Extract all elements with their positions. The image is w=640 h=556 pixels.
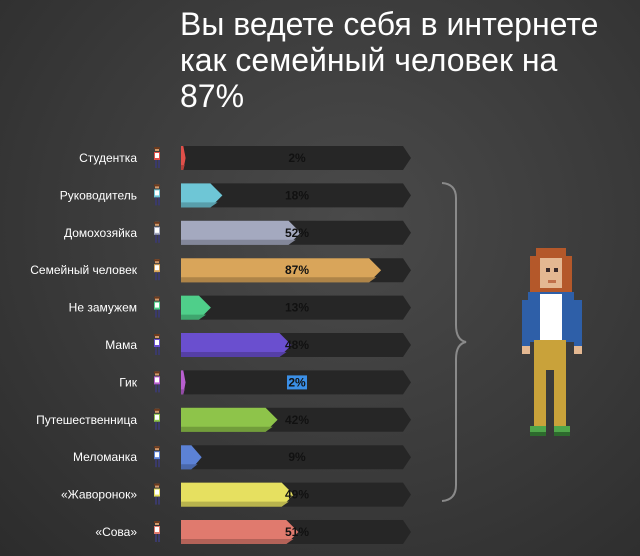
category-label: «Сова» <box>95 525 137 539</box>
bar-row: Мама 48% <box>105 333 411 357</box>
person-icon <box>154 483 160 505</box>
bar <box>181 333 292 357</box>
family-person-figure <box>522 248 582 436</box>
bar-track <box>181 183 411 208</box>
bar <box>181 520 299 544</box>
bar <box>181 482 294 507</box>
group-bracket <box>441 182 467 502</box>
page-title: Вы ведете себя в интернете как семейный … <box>180 6 599 114</box>
bar <box>181 146 186 170</box>
person-icon <box>154 446 160 468</box>
bar-track <box>181 445 411 470</box>
category-label: Семейный человек <box>30 263 138 277</box>
category-label: Гик <box>119 375 138 389</box>
bar-row: Путешественница 42% <box>36 407 411 432</box>
value-label: 18% <box>285 188 309 202</box>
bar <box>181 370 186 395</box>
person-icon <box>154 371 160 393</box>
bar-row: «Сова» 51% <box>95 520 411 544</box>
bar <box>181 445 202 470</box>
value-label: 9% <box>288 450 306 464</box>
person-icon <box>154 221 160 243</box>
value-label: 52% <box>285 226 309 240</box>
bar-row: «Жаворонок» 49% <box>61 482 411 507</box>
bar-row: Студентка 2% <box>79 146 411 170</box>
bar-row: Меломанка 9% <box>73 445 411 470</box>
category-label: «Жаворонок» <box>61 488 137 502</box>
category-label: Меломанка <box>73 450 137 464</box>
value-label: 87% <box>285 263 309 277</box>
value-label: 51% <box>285 525 309 539</box>
person-icon <box>154 296 160 318</box>
bar-row: Руководитель 18% <box>60 183 411 208</box>
category-label: Руководитель <box>60 188 137 202</box>
person-icon <box>154 334 160 355</box>
value-label: 42% <box>285 413 309 427</box>
bar-track <box>181 295 411 320</box>
bar-row: Семейный человек 87% <box>30 258 411 283</box>
label-highlight <box>287 375 307 390</box>
category-label: Домохозяйка <box>64 226 137 240</box>
category-label: Путешественница <box>36 413 137 427</box>
bar <box>181 183 223 208</box>
person-icon <box>154 521 160 542</box>
bar-row: Не замужем 13% <box>69 295 411 320</box>
bar-row: Домохозяйка 52% <box>64 220 411 245</box>
bar-track <box>181 146 411 170</box>
person-icon <box>154 259 160 281</box>
bar <box>181 258 382 283</box>
person-icon <box>154 184 160 206</box>
value-label: 49% <box>285 488 309 502</box>
category-label: Не замужем <box>69 301 137 315</box>
bar <box>181 220 301 245</box>
value-label: 48% <box>285 338 309 352</box>
category-label: Мама <box>105 338 137 352</box>
bar <box>181 407 278 432</box>
bar <box>181 295 211 320</box>
person-icon <box>154 147 160 168</box>
value-label: 2% <box>288 375 306 389</box>
bar-row: Гик 2% <box>119 370 411 395</box>
person-icon <box>154 408 160 430</box>
category-label: Студентка <box>79 151 137 165</box>
value-label: 2% <box>288 151 306 165</box>
value-label: 13% <box>285 301 309 315</box>
